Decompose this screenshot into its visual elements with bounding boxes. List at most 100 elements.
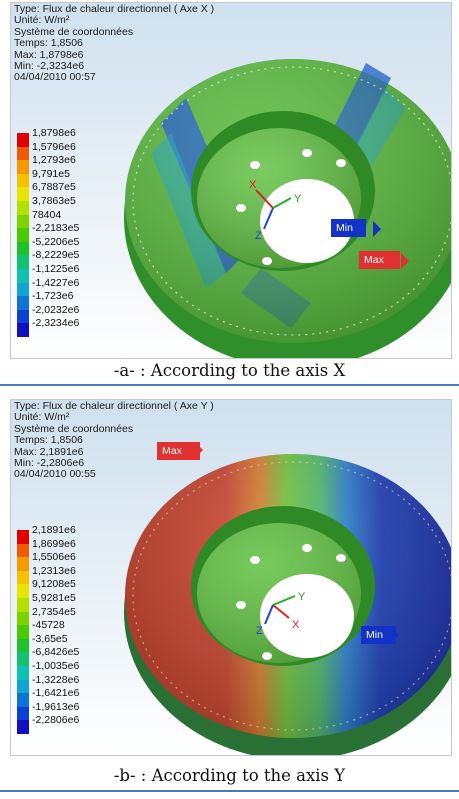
legend-swatch [17,693,29,707]
legend-swatch [17,570,29,585]
separator-a [0,384,459,386]
min-marker-a: Min [331,219,366,237]
legend-entry: 1,2313e6 [15,565,125,585]
legend-swatch [17,530,29,544]
legend-swatch [17,638,29,653]
axis-y-label: Y [298,591,306,603]
legend-value: -45728 [32,619,65,632]
legend-value: -2,2183e5 [32,222,80,235]
info-max: Max: 2,1891e6 [14,445,84,458]
legend-value: 2,1891e6 [32,524,76,536]
legend-swatch [17,323,29,337]
legend-entry: 5,9281e5 [15,592,125,612]
info-coord-system: Système de coordonnées [14,422,134,435]
legend-value: -1,9613e6 [32,700,80,713]
figure-b-panel: X Y Z Type: Flux de chaleur directionnel… [10,399,452,756]
legend-value: 2,7354e5 [32,605,76,618]
legend-entry: -2,0232e6 [15,304,125,324]
info-min: Min: -2,2806e6 [14,457,85,470]
center-bore [260,574,354,658]
legend-swatch [17,309,29,324]
legend-swatch [17,187,29,201]
legend-swatch [17,652,29,666]
legend-swatch [17,228,29,242]
legend-swatch [17,173,29,188]
legend-value: -1,1225e6 [32,262,80,275]
legend-swatch [17,146,29,161]
info-date: 04/04/2010 00:57 [14,71,96,84]
axis-x-label: X [249,179,257,191]
legend-entry: -1,9613e6 [15,701,125,721]
legend-entry: -1,0035e6 [15,660,125,680]
legend-entry: 1,5506e6 [15,551,125,571]
legend-swatch [17,255,29,269]
info-min: Min: -2,3234e6 [14,60,85,73]
info-time: Temps: 1,8506 [14,434,83,447]
legend-value: 1,5796e6 [32,140,76,153]
caption-a: -a- : According to the axis X [113,361,346,380]
info-coord-system: Système de coordonnées [14,25,134,38]
legend-entry: 78404 [15,209,125,229]
caption-b: -b- : According to the axis Y [113,766,346,785]
legend-value: -3,65e5 [32,632,68,645]
legend-entry: -8,2229e5 [15,249,125,269]
legend-entry: -1,4227e6 [15,277,125,297]
legend-value: 1,2793e6 [32,154,76,167]
max-marker-b: Max [157,442,200,460]
legend-entry: -2,2806e6 [15,714,125,734]
legend-value: 1,8699e6 [32,537,76,550]
axis-z-label: Z [255,230,262,242]
legend-value: -1,723e6 [32,290,74,303]
axis-y-label: Y [294,193,302,205]
result-info-b: Type: Flux de chaleur directionnel ( Axe… [14,400,214,481]
legend-entry: -1,723e6 [15,290,125,310]
legend-entry: 1,2793e6 [15,154,125,174]
legend-entry: -1,6421e6 [15,687,125,707]
result-info-a: Type: Flux de chaleur directionnel ( Axe… [14,3,215,84]
legend-swatch [17,557,29,571]
legend-swatch [17,597,29,612]
legend-entry: 3,7863e5 [15,195,125,215]
legend-entry: 9,1208e5 [15,578,125,598]
axis-x-label: X [292,619,300,631]
legend-entry: -6,8426e5 [15,646,125,666]
legend-value: 9,791e5 [32,167,70,180]
legend-entry: -3,65e5 [15,633,125,653]
legend-value: -1,0035e6 [32,659,80,672]
legend-swatch [17,706,29,721]
legend-entry: 9,791e5 [15,168,125,188]
brake-disc-b: X Y Z [124,442,451,755]
legend-entry: -5,2206e5 [15,236,125,256]
legend-entry: -2,2183e5 [15,222,125,242]
legend-value: -2,2806e6 [32,714,80,727]
max-marker-a: Max [359,251,400,269]
legend-entry: -1,1225e6 [15,263,125,283]
legend-swatch [17,133,29,147]
min-marker-b: Min [361,626,396,644]
info-type: Type: Flux de chaleur directionnel ( Axe… [14,3,215,15]
legend-value: 6,7887e5 [32,181,76,194]
legend-value: 3,7863e5 [32,194,76,207]
figure-a-panel: X Y Z Type: Flux de chaleur directionnel… [10,2,452,359]
color-legend-b: 2,1891e6 1,8699e6 1,5506e6 1,2313e6 9,1208e5… [15,524,125,734]
legend-value: 1,2313e6 [32,564,76,577]
center-bore [260,179,354,263]
legend-swatch [17,200,29,215]
axis-z-label: Z [256,625,263,637]
legend-swatch [17,268,29,283]
legend-value: -1,3228e6 [32,673,80,686]
legend-entry: -1,3228e6 [15,674,125,694]
legend-value: -6,8426e5 [32,646,80,659]
info-max: Max: 1,8798e6 [14,48,84,61]
legend-value: -1,6421e6 [32,687,80,700]
legend-swatch [17,543,29,558]
info-unit: Unité: W/m² [14,14,70,27]
legend-swatch [17,160,29,174]
legend-swatch [17,625,29,639]
info-unit: Unité: W/m² [14,411,70,424]
legend-value: 5,9281e5 [32,591,76,604]
legend-swatch [17,720,29,734]
info-time: Temps: 1,8506 [14,37,83,50]
legend-value: 78404 [32,208,62,221]
info-date: 04/04/2010 00:55 [14,468,96,481]
